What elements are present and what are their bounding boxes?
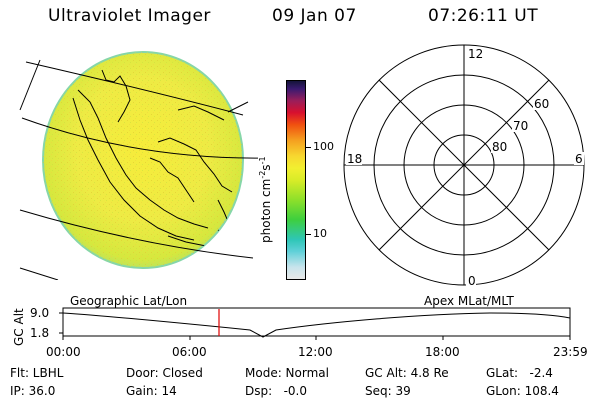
lat-label-70: 70 bbox=[513, 119, 528, 133]
mlt-label-18: 18 bbox=[347, 152, 362, 166]
time-tick-0600: 06:00 bbox=[172, 345, 207, 359]
mode-value: Mode: Normal bbox=[245, 366, 329, 380]
grid-lines bbox=[19, 59, 258, 280]
gc-alt-axis-title: GC Alt bbox=[12, 308, 26, 346]
time-tick-1800: 18:00 bbox=[425, 345, 460, 359]
mlt-diagonal-2 bbox=[378, 79, 550, 251]
dsp-value: Dsp: -0.0 bbox=[245, 384, 308, 398]
colorbar-label-10: 10 bbox=[313, 227, 327, 240]
glon-value: GLon: 108.4 bbox=[486, 384, 559, 398]
intensity-colorbar bbox=[286, 80, 306, 280]
lat-label-60: 60 bbox=[534, 97, 549, 111]
lat-label-80: 80 bbox=[492, 140, 507, 154]
seq-value: Seq: 39 bbox=[365, 384, 411, 398]
altitude-track-plot bbox=[59, 307, 571, 340]
mlt-label-0: 0 bbox=[468, 274, 476, 288]
filter-value: Flt: LBHL bbox=[10, 366, 64, 380]
mlt-label-6: 6 bbox=[575, 152, 583, 166]
date-label: 09 Jan 07 bbox=[272, 6, 357, 26]
time-tick-2359: 23:59 bbox=[553, 345, 588, 359]
alt-tick-9: 9.0 bbox=[30, 306, 50, 320]
gain-value: Gain: 14 bbox=[126, 384, 177, 398]
polar-mlat-mlt-plot: 12 0 18 6 60 70 80 bbox=[343, 44, 585, 288]
coastlines bbox=[72, 69, 239, 263]
ip-value: IP: 36.0 bbox=[10, 384, 56, 398]
alt-tick-1.8: 1.8 bbox=[30, 326, 50, 340]
glat-value: GLat: -2.4 bbox=[486, 366, 553, 380]
gc-alt-value: GC Alt: 4.8 Re bbox=[365, 366, 449, 380]
colorbar-unit-label: photon cm-2s-1 bbox=[258, 156, 273, 243]
altitude-curve bbox=[62, 312, 571, 338]
time-tick-0000: 00:00 bbox=[46, 345, 81, 359]
door-value: Door: Closed bbox=[126, 366, 203, 380]
apex-mlat-mlt-label: Apex MLat/MLT bbox=[424, 294, 514, 308]
colorbar-label-100: 100 bbox=[313, 140, 334, 153]
plot-frame bbox=[62, 307, 571, 337]
time-tick-1200: 12:00 bbox=[298, 345, 333, 359]
time-label: 07:26:11 UT bbox=[428, 6, 539, 26]
mlt-label-12: 12 bbox=[468, 47, 483, 61]
uv-globe-image bbox=[19, 51, 258, 280]
instrument-title: Ultraviolet Imager bbox=[48, 6, 211, 26]
geographic-latlon-label: Geographic Lat/Lon bbox=[70, 294, 188, 308]
